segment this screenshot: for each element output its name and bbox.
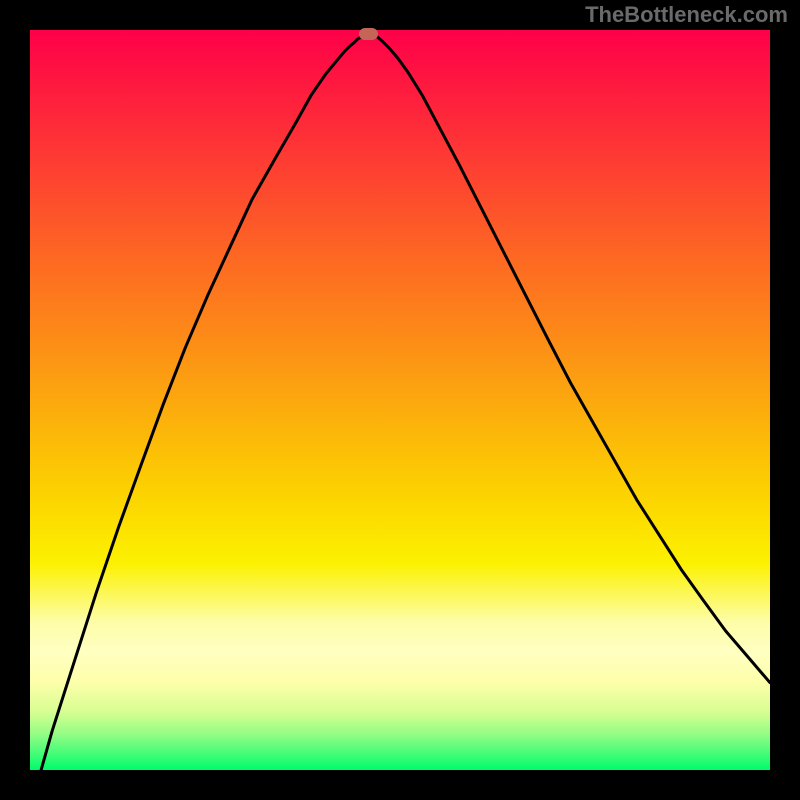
optimal-point-marker [359,28,378,40]
bottleneck-curve [30,30,770,770]
plot-area [30,30,770,770]
chart-container: TheBottleneck.com [0,0,800,800]
watermark-text: TheBottleneck.com [585,2,788,28]
